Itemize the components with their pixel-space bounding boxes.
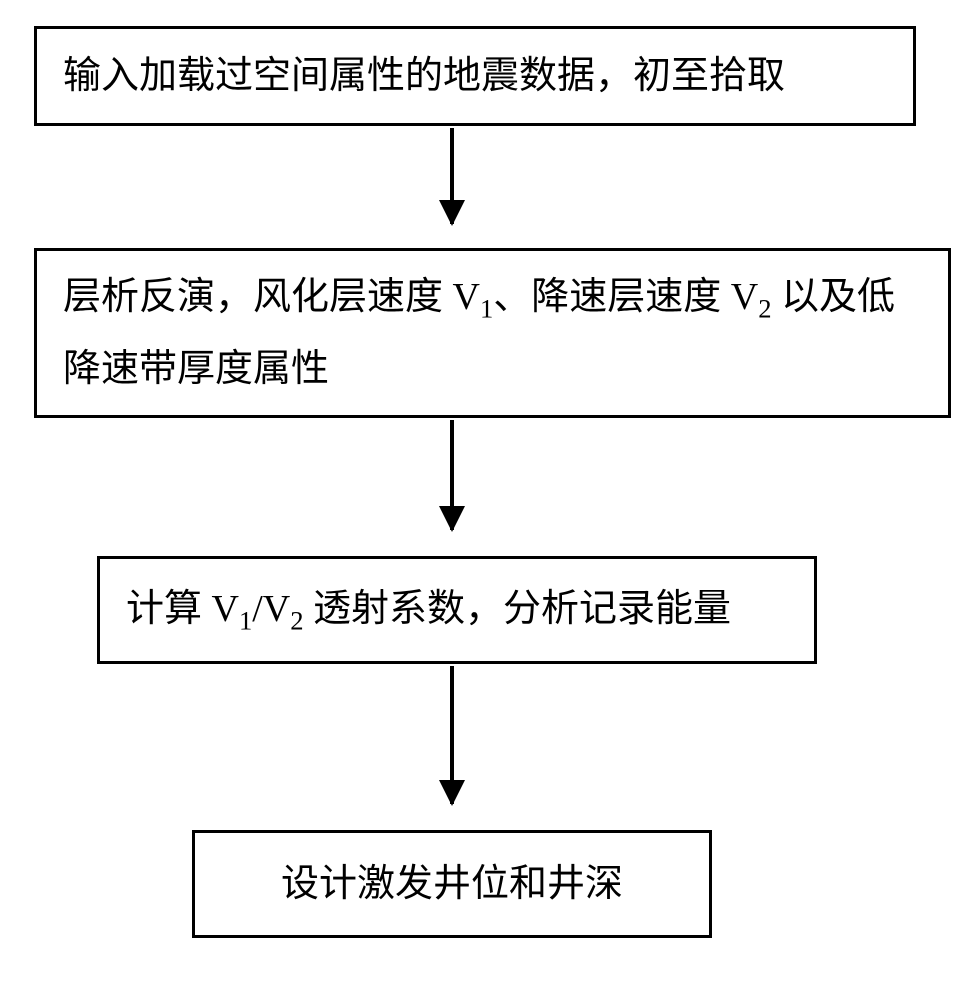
- flowchart-node-calculate: 计算 V1/V2 透射系数，分析记录能量: [97, 556, 817, 664]
- node-text: 计算 V1/V2 透射系数，分析记录能量: [126, 575, 731, 645]
- node-text: 输入加载过空间属性的地震数据，初至拾取: [63, 42, 785, 110]
- flowchart-node-design: 设计激发井位和井深: [192, 830, 712, 938]
- node-text: 层析反演，风化层速度 V1、降速层速度 V2 以及低降速带厚度属性: [63, 262, 922, 404]
- flowchart-node-input: 输入加载过空间属性的地震数据，初至拾取: [34, 26, 916, 126]
- flowchart-arrow: [450, 666, 454, 804]
- flowchart-node-inversion: 层析反演，风化层速度 V1、降速层速度 V2 以及低降速带厚度属性: [34, 248, 951, 418]
- flowchart-container: 输入加载过空间属性的地震数据，初至拾取 层析反演，风化层速度 V1、降速层速度 …: [0, 0, 961, 987]
- flowchart-arrow: [450, 128, 454, 224]
- flowchart-arrow: [450, 420, 454, 530]
- node-text: 设计激发井位和井深: [281, 850, 623, 918]
